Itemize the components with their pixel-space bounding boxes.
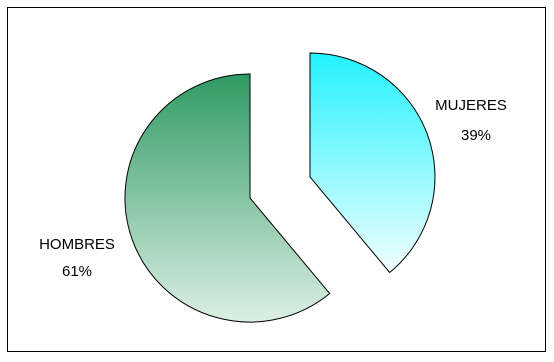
pie-slice-mujeres [309, 52, 436, 274]
slice-label-hombres: HOMBRES [39, 236, 115, 253]
slice-value-mujeres: 39% [461, 127, 491, 144]
pie-slice-hombres [124, 73, 331, 323]
slice-value-hombres: 61% [62, 263, 92, 280]
slice-label-mujeres: MUJERES [435, 97, 507, 114]
